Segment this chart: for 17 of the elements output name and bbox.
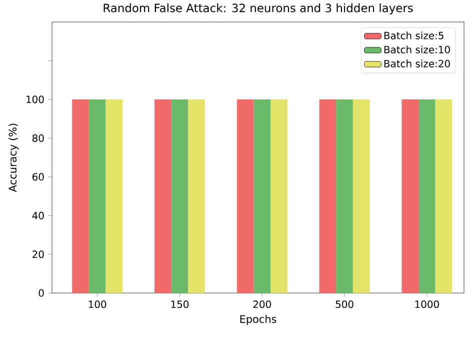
x-tick-label: 500 [336,300,354,308]
x-tick-label: 1000 [415,300,439,308]
chart-title: Random False Attack: 32 neurons and 3 hidden layers [104,3,413,14]
legend-label: Batch size:20 [384,60,450,68]
x-tick-label: 100 [88,300,106,308]
legend-label: Batch size:5 [384,32,444,40]
legend-label: Batch size:10 [384,46,450,54]
x-tick-label: 200 [253,300,271,308]
y-tick-label: 60 [32,173,44,181]
y-tick-label: 100 [26,96,44,104]
y-tick-label: 40 [32,212,44,220]
y-axis-title: Accuracy (%) [8,124,19,192]
x-tick-label: 150 [171,300,189,308]
y-tick-label: 0 [38,289,44,297]
y-tick-label: 20 [32,250,44,258]
x-axis-title: Epochs [240,314,276,326]
y-tick-label: 80 [32,134,44,142]
